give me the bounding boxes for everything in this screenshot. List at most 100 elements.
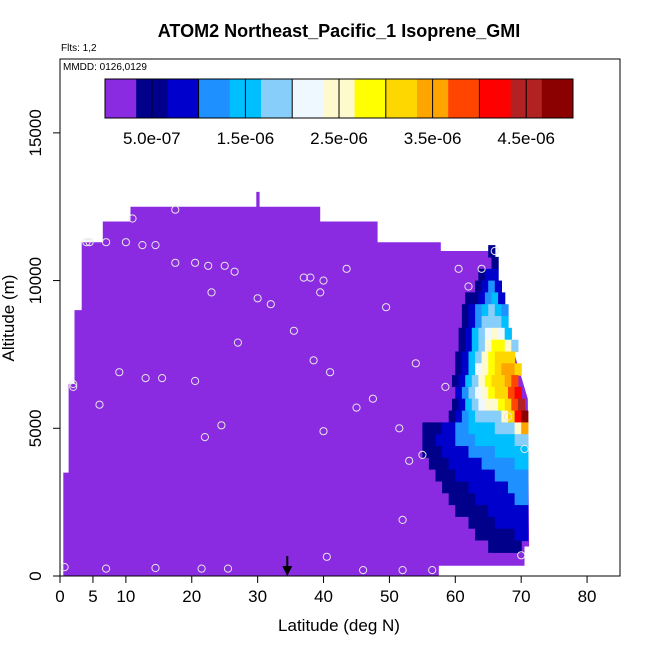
heatmap-cell [471, 327, 479, 341]
heatmap-cell [465, 327, 473, 341]
track-point [316, 288, 325, 297]
heatmap-cell [415, 434, 423, 447]
heatmap-cell [468, 363, 476, 376]
heatmap-cell [494, 505, 502, 518]
colorbar: 5.0e-07 1.5e-06 2.5e-06 3.5e-06 4.5e-06 [104, 78, 574, 148]
track-point [503, 412, 513, 421]
heatmap-cell [481, 493, 489, 506]
heatmap-cell [461, 528, 470, 542]
heatmap-cell [491, 256, 499, 270]
heatmap-cell [504, 375, 512, 388]
track-point [266, 300, 275, 309]
heatmap-cell [455, 481, 463, 494]
y-tick-label: 10000 [26, 257, 45, 304]
colorbar-swatch [198, 79, 231, 118]
heatmap-cell [475, 516, 483, 530]
colorbar-swatch [448, 79, 480, 118]
heatmap-cell [501, 363, 509, 376]
heatmap-cell [521, 457, 529, 471]
heatmap-cell [481, 505, 489, 518]
track-point [309, 356, 318, 365]
x-axis: 0 5 10 20 30 40 50 60 70 80 [55, 576, 597, 606]
y-tick-label: 15000 [26, 109, 45, 156]
heatmap-cell [514, 528, 522, 542]
heatmap-cell [448, 505, 456, 518]
heatmap-cell [448, 434, 456, 447]
heatmap-cell [498, 339, 506, 353]
heatmap-cell [475, 351, 483, 364]
heatmap-cell [501, 528, 509, 542]
track-point [69, 379, 78, 389]
heatmap-cell [468, 351, 476, 364]
heatmap-cell [484, 268, 493, 282]
heatmap-cell [514, 493, 522, 506]
heatmap-cell [504, 339, 512, 353]
heatmap-cell [508, 540, 516, 553]
heatmap-field [63, 191, 530, 576]
flight-track-points [60, 205, 529, 575]
track-point [95, 400, 104, 409]
track-point [464, 282, 473, 291]
heatmap-cell [455, 505, 463, 518]
heatmap-cell [501, 386, 509, 400]
heatmap-cell [514, 457, 522, 471]
heatmap-cell [442, 434, 450, 447]
heatmap-cell [481, 446, 489, 459]
heatmap-cell [488, 493, 496, 506]
track-point [230, 267, 239, 276]
heatmap-cell [508, 351, 516, 364]
heatmap-cell [435, 446, 443, 459]
heatmap-cell [514, 386, 522, 400]
heatmap-cell [452, 375, 460, 388]
heatmap-cell [491, 292, 499, 305]
heatmap-cell [501, 516, 509, 530]
heatmap-cell [468, 304, 476, 317]
heatmap-cell [484, 339, 493, 353]
track-point [428, 566, 437, 575]
heatmap-cell [491, 339, 499, 353]
heatmap-cell [475, 446, 483, 459]
x-tick-label: 60 [446, 587, 465, 606]
heatmap-cell [517, 398, 526, 412]
heatmap-cell [471, 339, 479, 353]
heatmap-cell [501, 446, 509, 459]
x-tick-label: 80 [578, 587, 597, 606]
heatmap-cell [498, 292, 506, 305]
heatmap-cell [494, 528, 502, 542]
heatmap-cell [488, 245, 496, 258]
track-point [204, 261, 213, 270]
heatmap-cell [475, 528, 483, 542]
heatmap-cell [428, 457, 437, 471]
heatmap-cell [494, 316, 502, 329]
heatmap-cell [481, 528, 489, 542]
heatmap-cell [475, 422, 483, 435]
heatmap-cell [501, 540, 509, 553]
heatmap-cell [501, 481, 509, 494]
heatmap-cell [481, 304, 489, 317]
heatmap-cell [481, 481, 489, 494]
heatmap-cell [481, 316, 489, 329]
heatmap-cell [501, 505, 509, 518]
track-point [342, 264, 351, 273]
heatmap-cell [415, 422, 423, 435]
heatmap-cell [504, 327, 512, 341]
heatmap-cell [422, 422, 430, 435]
track-point [82, 238, 91, 247]
heatmap-cell [475, 304, 483, 317]
track-point [441, 382, 450, 391]
heatmap-cell [442, 446, 450, 459]
heatmap-cell [448, 493, 456, 506]
heatmap-cell [475, 410, 483, 423]
track-point [171, 205, 180, 214]
heatmap-cell [481, 410, 489, 423]
heatmap-cell [511, 339, 519, 353]
heatmap-cell [468, 316, 476, 329]
heatmap-cell [468, 386, 476, 400]
heatmap-cell [468, 446, 476, 459]
track-point [319, 276, 328, 285]
heatmap-cell [481, 363, 489, 376]
heatmap-cell [435, 457, 443, 471]
heatmap-cell [442, 469, 450, 482]
heatmap-cell [475, 493, 483, 506]
heatmap-cell [508, 528, 516, 542]
